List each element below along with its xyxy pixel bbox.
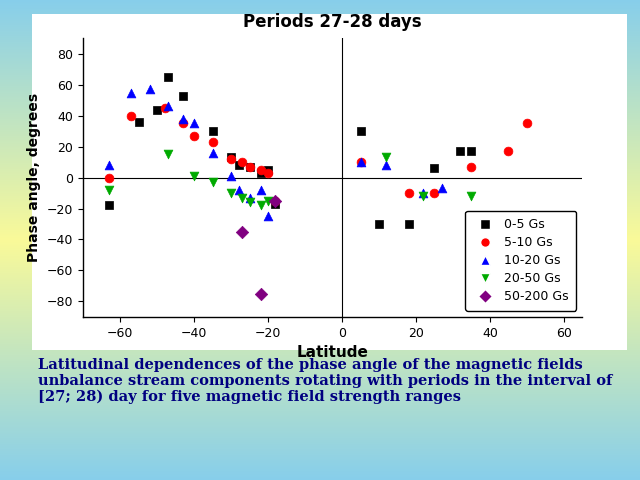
10-20 Gs	[234, 186, 244, 194]
10-20 Gs	[126, 89, 136, 96]
0-5 Gs	[234, 161, 244, 169]
0-5 Gs	[255, 169, 266, 177]
5-10 Gs	[244, 163, 255, 170]
5-10 Gs	[207, 138, 218, 146]
5-10 Gs	[226, 155, 236, 163]
Title: Periods 27-28 days: Periods 27-28 days	[243, 13, 422, 31]
5-10 Gs	[189, 132, 199, 140]
10-20 Gs	[178, 115, 188, 123]
5-10 Gs	[263, 169, 273, 177]
10-20 Gs	[226, 172, 236, 180]
5-10 Gs	[237, 158, 247, 166]
Y-axis label: Phase angle, degrees: Phase angle, degrees	[28, 93, 42, 262]
0-5 Gs	[429, 165, 440, 172]
0-5 Gs	[207, 127, 218, 135]
10-20 Gs	[207, 149, 218, 156]
0-5 Gs	[467, 147, 477, 155]
20-50 Gs	[263, 197, 273, 204]
0-5 Gs	[104, 202, 114, 209]
5-10 Gs	[270, 197, 280, 204]
X-axis label: Latitude: Latitude	[297, 345, 369, 360]
0-5 Gs	[263, 166, 273, 174]
50-200 Gs	[255, 290, 266, 298]
20-50 Gs	[467, 192, 477, 200]
10-20 Gs	[355, 158, 365, 166]
20-50 Gs	[381, 154, 392, 161]
5-10 Gs	[503, 147, 513, 155]
10-20 Gs	[263, 213, 273, 220]
5-10 Gs	[403, 189, 413, 197]
10-20 Gs	[255, 186, 266, 194]
10-20 Gs	[104, 161, 114, 169]
10-20 Gs	[436, 185, 447, 192]
5-10 Gs	[178, 120, 188, 127]
10-20 Gs	[244, 194, 255, 202]
5-10 Gs	[255, 166, 266, 174]
20-50 Gs	[237, 194, 247, 202]
5-10 Gs	[126, 112, 136, 120]
Legend: 0-5 Gs, 5-10 Gs, 10-20 Gs, 20-50 Gs, 50-200 Gs: 0-5 Gs, 5-10 Gs, 10-20 Gs, 20-50 Gs, 50-…	[465, 211, 576, 311]
0-5 Gs	[355, 127, 365, 135]
20-50 Gs	[244, 199, 255, 206]
0-5 Gs	[226, 154, 236, 161]
50-200 Gs	[237, 228, 247, 236]
20-50 Gs	[226, 189, 236, 197]
50-200 Gs	[270, 197, 280, 204]
5-10 Gs	[355, 158, 365, 166]
10-20 Gs	[419, 189, 429, 197]
5-10 Gs	[104, 174, 114, 181]
20-50 Gs	[207, 179, 218, 186]
20-50 Gs	[163, 151, 173, 158]
20-50 Gs	[419, 192, 429, 200]
0-5 Gs	[178, 92, 188, 99]
0-5 Gs	[163, 73, 173, 81]
10-20 Gs	[189, 120, 199, 127]
5-10 Gs	[467, 163, 477, 170]
0-5 Gs	[403, 220, 413, 228]
0-5 Gs	[244, 163, 255, 170]
0-5 Gs	[152, 106, 163, 113]
20-50 Gs	[104, 186, 114, 194]
20-50 Gs	[189, 172, 199, 180]
20-50 Gs	[255, 202, 266, 209]
5-10 Gs	[159, 104, 170, 112]
5-10 Gs	[429, 189, 440, 197]
0-5 Gs	[270, 200, 280, 208]
10-20 Gs	[145, 85, 155, 93]
5-10 Gs	[522, 120, 532, 127]
0-5 Gs	[374, 220, 384, 228]
Text: Latitudinal dependences of the phase angle of the magnetic fields
unbalance stre: Latitudinal dependences of the phase ang…	[38, 358, 612, 405]
10-20 Gs	[163, 103, 173, 110]
0-5 Gs	[455, 147, 465, 155]
0-5 Gs	[134, 118, 144, 126]
10-20 Gs	[381, 161, 392, 169]
